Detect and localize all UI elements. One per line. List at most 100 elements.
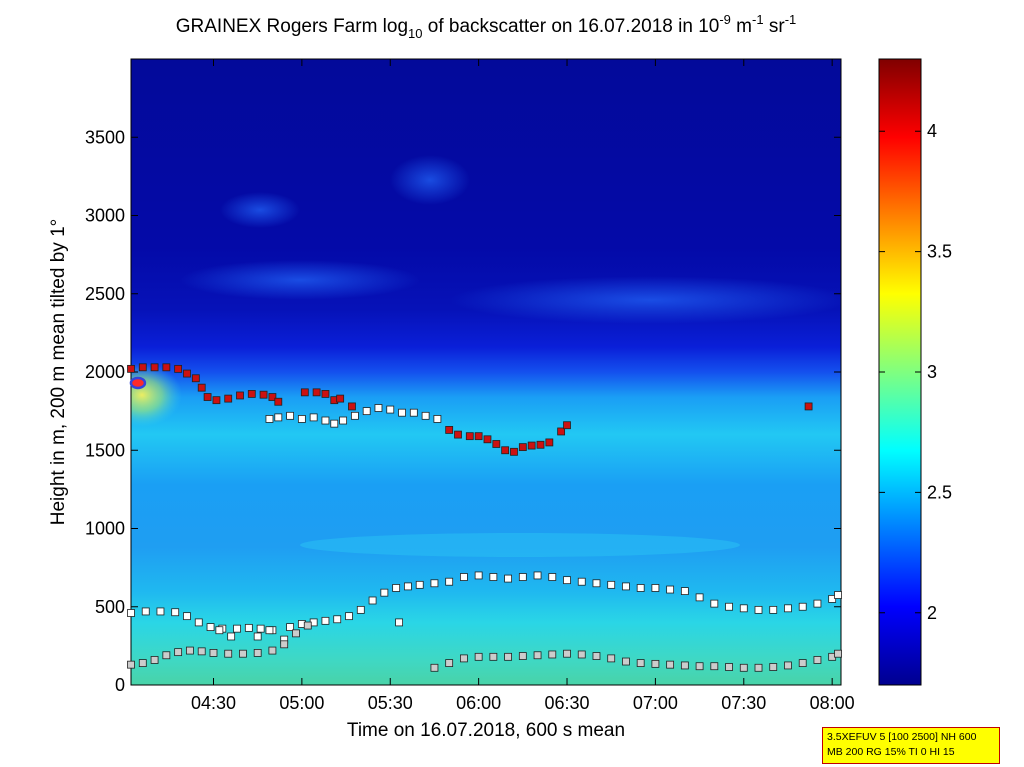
layer-point-upper (259, 390, 268, 399)
layer-markers (127, 363, 842, 672)
layer-point-upper (336, 394, 345, 403)
y-axis-label: Height in m, 200 m mean tilted by 1° (48, 219, 69, 525)
colorbar-tick-label: 2.5 (927, 482, 952, 502)
layer-point-isolated (253, 632, 262, 641)
layer-point-middle (286, 623, 294, 631)
layer-point-lower (695, 662, 704, 671)
info-line-2: MB 200 RG 15% TI 0 HI 15 (827, 746, 955, 758)
layer-point-upper (474, 432, 483, 441)
layer-point-upper (527, 441, 536, 450)
layer-point-lower (209, 649, 218, 657)
x-tick-label: 06:30 (544, 693, 589, 713)
layer-point-lower (592, 652, 601, 660)
layer-point-lower (197, 647, 206, 656)
layer-point-middle (607, 580, 616, 589)
layer-point-middle (171, 608, 180, 617)
colorbar-tick-label: 3 (927, 362, 937, 382)
layer-point-lower (651, 659, 660, 668)
x-axis-label: Time on 16.07.2018, 600 s mean (347, 720, 625, 741)
layer-point-upper (563, 421, 571, 430)
layer-point-upper (348, 402, 356, 411)
y-tick-label: 2000 (85, 362, 125, 382)
layer-point-mid-upper (398, 408, 406, 417)
layer-point-lower (636, 659, 645, 667)
layer-point-middle (404, 582, 412, 591)
layer-point-middle (392, 584, 401, 592)
layer-point-middle (333, 615, 342, 624)
layer-point-lower (754, 663, 763, 672)
layer-point-lower (739, 663, 748, 672)
layer-point-lower (253, 649, 262, 657)
layer-point-upper (557, 427, 566, 436)
layer-point-mid-upper (339, 416, 348, 425)
layer-point-lower (138, 659, 147, 667)
layer-point-lower (725, 663, 733, 671)
layer-point-isolated (227, 632, 236, 641)
layer-point-upper (274, 397, 283, 406)
layer-point-middle (321, 616, 330, 625)
x-tick-label: 05:00 (279, 693, 324, 713)
layer-point-upper (510, 447, 518, 456)
y-axis: 0 500 1000 1500 2000 2500 3000 3500 (85, 127, 841, 695)
layer-point-middle (430, 579, 439, 588)
layer-point-upper (268, 393, 277, 401)
layer-point-middle (356, 605, 365, 614)
layer-point-mid-upper (265, 415, 274, 423)
layer-point-upper (804, 402, 813, 411)
layer-point-upper (312, 388, 321, 397)
layer-point-lower (563, 649, 571, 658)
layer-point-mid-upper (274, 413, 283, 422)
x-tick-label: 06:00 (456, 693, 501, 713)
colorbar (879, 59, 921, 685)
layer-point-lower (162, 651, 171, 660)
y-tick-label: 500 (95, 597, 125, 617)
layer-point-upper (212, 396, 221, 405)
layer-point-lower (186, 646, 194, 655)
layer-point-middle (244, 623, 253, 632)
x-tick-label: 07:00 (633, 693, 678, 713)
layer-point-middle (504, 574, 512, 583)
layer-point-mid-upper (321, 416, 330, 425)
x-tick-label: 05:30 (368, 693, 413, 713)
layer-point-middle (592, 579, 601, 588)
layer-point-middle (548, 573, 557, 581)
layer-point-lower (680, 661, 689, 670)
info-box: 3.5XEFUV 5 [100 2500] NH 600 MB 200 RG 1… (822, 727, 1000, 764)
layer-point-upper (197, 383, 206, 392)
layer-point-lower (224, 649, 233, 658)
layer-point-mid-upper (374, 404, 383, 412)
layer-point-upper (224, 394, 233, 403)
layer-point-upper (236, 391, 244, 400)
special-marker (129, 376, 147, 390)
layer-point-middle (445, 577, 454, 586)
layer-point-middle (769, 605, 778, 614)
layer-point-upper (465, 432, 474, 441)
layer-point-lower (474, 652, 483, 661)
layer-point-middle (828, 595, 837, 603)
layer-point-mid-upper (351, 411, 359, 420)
layer-point-middle (194, 618, 203, 627)
layer-point-upper (536, 440, 545, 449)
layer-point-middle (460, 573, 468, 581)
layer-point-lower (268, 646, 277, 655)
layer-point-mid-upper (309, 413, 318, 422)
layer-point-middle (622, 582, 630, 591)
layer-point-lower (280, 640, 289, 649)
y-tick-label: 2500 (85, 284, 125, 304)
layer-point-lower (622, 657, 630, 666)
layer-point-upper (445, 426, 454, 434)
y-tick-label: 3500 (85, 127, 125, 147)
layer-point-upper (150, 363, 159, 372)
layer-point-upper (321, 390, 330, 398)
layer-point-upper (138, 363, 147, 372)
y-tick-label: 0 (115, 675, 125, 695)
layer-point-middle (474, 571, 483, 580)
layer-point-middle (754, 605, 763, 614)
layer-point-middle (127, 609, 135, 617)
layer-point-upper (300, 388, 309, 397)
layer-point-lower (518, 652, 527, 660)
layer-point-middle (680, 587, 689, 595)
layer-point-upper (501, 446, 510, 455)
layer-point-middle (636, 584, 645, 592)
